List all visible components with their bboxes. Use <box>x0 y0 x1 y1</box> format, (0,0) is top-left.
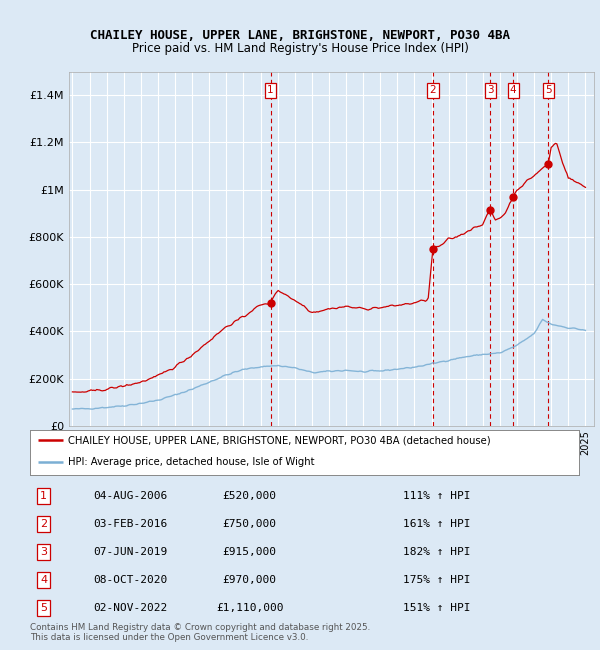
Text: 3: 3 <box>487 85 494 96</box>
Text: £970,000: £970,000 <box>223 575 277 584</box>
Text: Contains HM Land Registry data © Crown copyright and database right 2025.
This d: Contains HM Land Registry data © Crown c… <box>30 623 370 642</box>
Text: CHAILEY HOUSE, UPPER LANE, BRIGHSTONE, NEWPORT, PO30 4BA: CHAILEY HOUSE, UPPER LANE, BRIGHSTONE, N… <box>90 29 510 42</box>
Text: £750,000: £750,000 <box>223 519 277 528</box>
Text: Price paid vs. HM Land Registry's House Price Index (HPI): Price paid vs. HM Land Registry's House … <box>131 42 469 55</box>
Text: 3: 3 <box>40 547 47 556</box>
Text: 04-AUG-2006: 04-AUG-2006 <box>93 491 167 500</box>
Text: 111% ↑ HPI: 111% ↑ HPI <box>403 491 471 500</box>
Text: 07-JUN-2019: 07-JUN-2019 <box>93 547 167 556</box>
Text: 1: 1 <box>267 85 274 96</box>
Text: 151% ↑ HPI: 151% ↑ HPI <box>403 603 471 612</box>
Text: 175% ↑ HPI: 175% ↑ HPI <box>403 575 471 584</box>
Text: CHAILEY HOUSE, UPPER LANE, BRIGHSTONE, NEWPORT, PO30 4BA (detached house): CHAILEY HOUSE, UPPER LANE, BRIGHSTONE, N… <box>68 435 491 445</box>
Text: £1,110,000: £1,110,000 <box>216 603 283 612</box>
Text: 2: 2 <box>430 85 436 96</box>
Text: 161% ↑ HPI: 161% ↑ HPI <box>403 519 471 528</box>
Text: 5: 5 <box>545 85 552 96</box>
Text: HPI: Average price, detached house, Isle of Wight: HPI: Average price, detached house, Isle… <box>68 457 315 467</box>
Text: 2: 2 <box>40 519 47 528</box>
Text: 1: 1 <box>40 491 47 500</box>
Text: 4: 4 <box>510 85 517 96</box>
Text: £915,000: £915,000 <box>223 547 277 556</box>
Text: 08-OCT-2020: 08-OCT-2020 <box>93 575 167 584</box>
Text: 4: 4 <box>40 575 47 584</box>
Text: £520,000: £520,000 <box>223 491 277 500</box>
Text: 02-NOV-2022: 02-NOV-2022 <box>93 603 167 612</box>
Text: 5: 5 <box>40 603 47 612</box>
Text: 182% ↑ HPI: 182% ↑ HPI <box>403 547 471 556</box>
Text: 03-FEB-2016: 03-FEB-2016 <box>93 519 167 528</box>
